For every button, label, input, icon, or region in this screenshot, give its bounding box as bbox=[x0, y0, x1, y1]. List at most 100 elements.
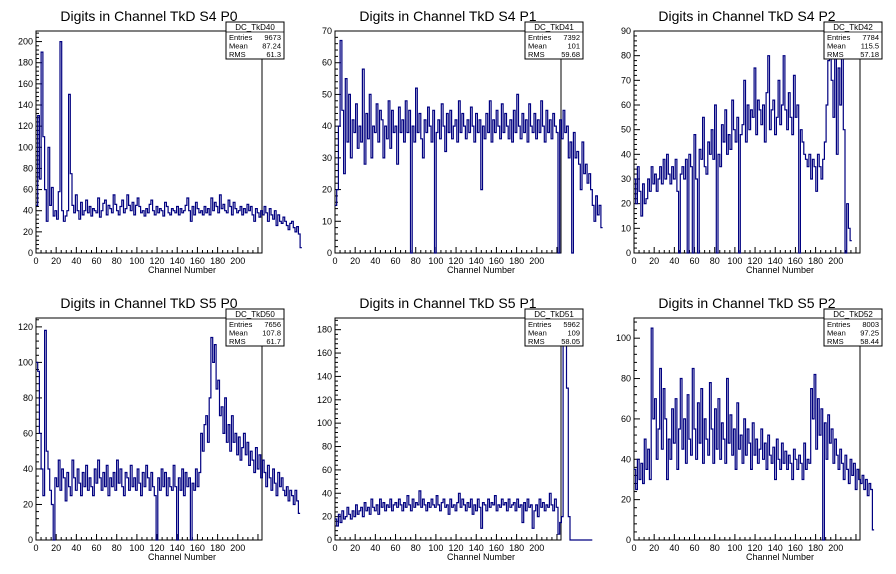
y-tick-label: 90 bbox=[621, 26, 631, 36]
x-tick-label: 180 bbox=[210, 256, 225, 266]
stats-box-frame bbox=[823, 21, 883, 60]
stats-label-rms: RMS bbox=[827, 337, 844, 346]
stats-label-rms: RMS bbox=[229, 50, 246, 59]
x-tick-label: 80 bbox=[112, 256, 122, 266]
x-axis-label: Channel Number bbox=[746, 265, 814, 275]
y-tick-label: 40 bbox=[23, 206, 33, 216]
x-tick-label: 140 bbox=[170, 543, 185, 553]
y-tick-label: 0 bbox=[28, 248, 33, 258]
y-tick-label: 180 bbox=[317, 325, 332, 335]
y-tick-label: 40 bbox=[322, 121, 332, 131]
x-tick-label: 40 bbox=[669, 256, 679, 266]
y-tick-label: 80 bbox=[621, 51, 631, 61]
stats-box-frame bbox=[225, 308, 285, 347]
y-tick-label: 0 bbox=[626, 535, 631, 545]
plot-frame bbox=[35, 30, 263, 254]
x-tick-label: 140 bbox=[469, 256, 484, 266]
stats-histogram-name: DC_TkD42 bbox=[833, 23, 873, 32]
y-tick-label: 50 bbox=[322, 89, 332, 99]
chart-title: Digits in Channel TkD S4 P1 bbox=[359, 8, 536, 24]
histogram-series-line bbox=[634, 327, 875, 541]
y-tick-label: 0 bbox=[327, 535, 332, 545]
x-tick-label: 140 bbox=[768, 256, 783, 266]
stats-value-rms: 61.7 bbox=[266, 337, 281, 346]
x-tick-label: 40 bbox=[370, 256, 380, 266]
stats-box-frame bbox=[823, 308, 883, 347]
y-tick-label: 30 bbox=[322, 153, 332, 163]
histogram-panel-4: Digits in Channel TkD S5 P0 0 20 40 60 80 100 1… bbox=[18, 295, 301, 562]
y-tick-label: 160 bbox=[18, 79, 33, 89]
y-tick-label: 100 bbox=[18, 357, 33, 367]
x-tick-label: 160 bbox=[788, 543, 803, 553]
x-tick-label: 160 bbox=[190, 543, 205, 553]
y-tick-label: 20 bbox=[621, 495, 631, 505]
histogram-series-line bbox=[335, 323, 593, 541]
stats-value-entries: 7392 bbox=[563, 33, 580, 42]
x-tick-label: 100 bbox=[727, 543, 742, 553]
x-tick-label: 40 bbox=[669, 543, 679, 553]
stats-value-mean: 97.25 bbox=[860, 329, 879, 338]
x-tick-label: 0 bbox=[631, 543, 636, 553]
x-tick-label: 80 bbox=[411, 543, 421, 553]
stats-label-rms: RMS bbox=[229, 337, 246, 346]
x-tick-label: 100 bbox=[428, 256, 443, 266]
y-tick-label: 80 bbox=[23, 163, 33, 173]
histogram-panel-1: Digits in Channel TkD S4 P0 0 20 40 60 80 100 1… bbox=[18, 8, 302, 275]
stats-label-mean: Mean bbox=[528, 329, 547, 338]
stats-value-entries: 9673 bbox=[264, 33, 281, 42]
x-tick-label: 180 bbox=[509, 256, 524, 266]
stats-value-mean: 109 bbox=[567, 329, 580, 338]
y-tick-label: 60 bbox=[322, 465, 332, 475]
histogram-series-line bbox=[335, 39, 603, 254]
y-tick-label: 0 bbox=[327, 248, 332, 258]
chart-title: Digits in Channel TkD S4 P2 bbox=[658, 8, 835, 24]
x-tick-label: 40 bbox=[71, 256, 81, 266]
histogram-panel-5: Digits in Channel TkD S5 P1 0 20 40 60 80 100 1… bbox=[317, 295, 593, 562]
x-tick-label: 120 bbox=[449, 256, 464, 266]
x-tick-label: 80 bbox=[710, 256, 720, 266]
stats-label-mean: Mean bbox=[827, 42, 846, 51]
x-tick-label: 80 bbox=[112, 543, 122, 553]
stats-label-entries: Entries bbox=[528, 320, 552, 329]
stats-value-mean: 101 bbox=[567, 42, 580, 51]
y-tick-label: 70 bbox=[322, 26, 332, 36]
stats-histogram-name: DC_TkD52 bbox=[833, 310, 873, 319]
stats-histogram-name: DC_TkD40 bbox=[235, 23, 275, 32]
x-axis-label: Channel Number bbox=[447, 552, 515, 562]
x-tick-label: 100 bbox=[129, 543, 144, 553]
plot-frame bbox=[334, 317, 562, 541]
x-tick-label: 140 bbox=[469, 543, 484, 553]
chart-title: Digits in Channel TkD S5 P0 bbox=[60, 295, 237, 311]
y-tick-label: 20 bbox=[621, 199, 631, 209]
y-tick-label: 60 bbox=[23, 185, 33, 195]
x-tick-label: 160 bbox=[489, 256, 504, 266]
stats-label-rms: RMS bbox=[528, 337, 545, 346]
y-tick-label: 70 bbox=[621, 75, 631, 85]
stats-value-mean: 87.24 bbox=[262, 42, 281, 51]
y-tick-label: 40 bbox=[23, 464, 33, 474]
x-tick-label: 160 bbox=[190, 256, 205, 266]
x-tick-label: 200 bbox=[828, 543, 843, 553]
x-tick-label: 200 bbox=[529, 543, 544, 553]
x-axis-label: Channel Number bbox=[148, 552, 216, 562]
x-tick-label: 180 bbox=[210, 543, 225, 553]
y-tick-label: 180 bbox=[18, 58, 33, 68]
x-tick-label: 120 bbox=[150, 256, 165, 266]
y-tick-label: 40 bbox=[621, 149, 631, 159]
x-tick-label: 120 bbox=[150, 543, 165, 553]
stats-label-rms: RMS bbox=[528, 50, 545, 59]
x-tick-label: 80 bbox=[710, 543, 720, 553]
x-tick-label: 200 bbox=[828, 256, 843, 266]
stats-label-entries: Entries bbox=[827, 320, 851, 329]
x-tick-label: 100 bbox=[727, 256, 742, 266]
y-tick-label: 160 bbox=[317, 348, 332, 358]
y-tick-label: 40 bbox=[621, 454, 631, 464]
y-tick-label: 0 bbox=[626, 248, 631, 258]
x-tick-label: 0 bbox=[332, 543, 337, 553]
chart-title: Digits in Channel TkD S5 P1 bbox=[359, 295, 536, 311]
x-tick-label: 180 bbox=[808, 256, 823, 266]
